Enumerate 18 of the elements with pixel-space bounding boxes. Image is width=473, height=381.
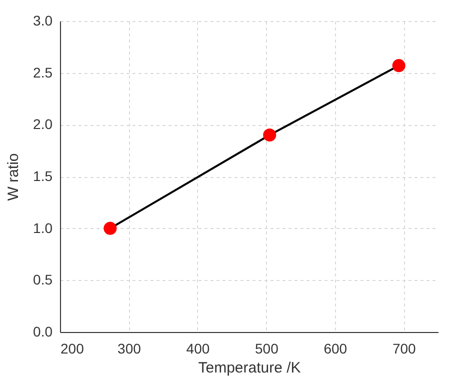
x-axis-title: Temperature /K <box>198 360 301 376</box>
x-tick-label: 700 <box>392 340 416 356</box>
y-axis-title: W ratio <box>5 153 22 201</box>
y-tick-label: 2.5 <box>33 64 53 80</box>
y-tick-label: 3.0 <box>33 12 53 28</box>
x-tick-label: 400 <box>186 340 210 356</box>
x-tick-label: 500 <box>255 340 279 356</box>
x-tick-label: 600 <box>324 340 348 356</box>
y-tick-label: 1.0 <box>33 220 53 236</box>
point <box>392 59 406 72</box>
y-tick-label: 0.0 <box>33 324 53 340</box>
point <box>263 128 276 142</box>
y-tick-label: 2.0 <box>33 116 53 132</box>
point <box>104 222 117 235</box>
y-tick-label: 0.5 <box>33 272 53 288</box>
y-tick-label: 1.5 <box>33 168 53 184</box>
x-tick-label: 300 <box>118 340 142 356</box>
x-tick-label: 200 <box>60 340 84 356</box>
